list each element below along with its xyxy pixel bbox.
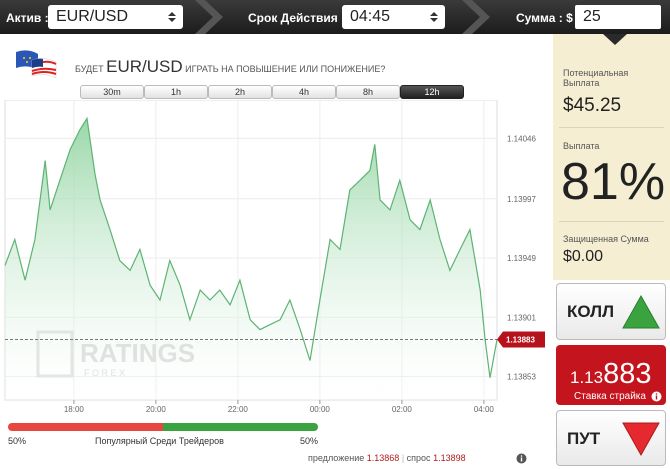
price-chart: 1.13853 1.13901 1.13949 1.13997 1.14046 18:00… bbox=[4, 100, 545, 414]
price-line bbox=[4, 116, 498, 378]
popularity-bar bbox=[8, 423, 318, 431]
y-tick-label: 1.13901 bbox=[507, 313, 536, 322]
amount-label: Сумма : $ bbox=[516, 11, 573, 25]
header-prefix: БУДЕТ bbox=[75, 64, 104, 74]
asset-label: Актив : bbox=[6, 11, 49, 25]
x-tick-label: 00:00 bbox=[310, 405, 331, 414]
payout-value: 81% bbox=[561, 153, 666, 211]
header: БУДЕТ EUR/USD ИГРАТЬ НА ПОВЫШЕНИЕ ИЛИ ПО… bbox=[75, 57, 385, 77]
popularity-left: 50% bbox=[8, 436, 27, 446]
ask-label: спрос bbox=[406, 453, 431, 463]
amount-value: 25 bbox=[583, 8, 601, 25]
current-price-tag bbox=[497, 331, 545, 348]
protected-label: Защищенная Сумма bbox=[563, 234, 649, 244]
strike-label: Ставка страйка bbox=[574, 391, 646, 402]
select-arrows bbox=[430, 12, 438, 22]
call-button[interactable]: КОЛЛ bbox=[556, 283, 666, 340]
y-tick-label: 1.13997 bbox=[507, 195, 536, 204]
quote-separator: | bbox=[401, 453, 405, 463]
x-tick-label: 02:00 bbox=[392, 405, 413, 414]
divider bbox=[559, 221, 664, 222]
asset-select[interactable]: EUR/USD bbox=[48, 5, 183, 29]
ask-value: 1.13898 bbox=[433, 453, 466, 463]
separator bbox=[195, 0, 223, 34]
popularity-segment bbox=[163, 423, 318, 431]
x-tick-label: 22:00 bbox=[228, 405, 249, 414]
amount-input[interactable]: 25 bbox=[575, 5, 661, 29]
timeframe-button[interactable]: 1h bbox=[144, 85, 208, 99]
down-arrow bbox=[622, 422, 660, 457]
popularity-label: Популярный Среди Трейдеров bbox=[95, 436, 224, 446]
y-tick-label: 1.13949 bbox=[507, 254, 536, 263]
toolbar: Актив : EUR/USD Срок Действия : 04:45 Су… bbox=[0, 0, 670, 34]
timeframe-button[interactable]: 4h bbox=[272, 85, 336, 99]
flag-icon bbox=[16, 50, 57, 79]
strike-price: 1.13883 bbox=[570, 358, 651, 391]
payout-panel: Потенциальная Выплата $45.25 Выплата 81%… bbox=[553, 34, 670, 280]
protected-value: $0.00 bbox=[563, 248, 604, 265]
current-price-label: 1.13883 bbox=[506, 336, 535, 345]
up-arrow bbox=[622, 294, 660, 329]
quotes: предложение 1.13868 | спрос 1.13898 bbox=[308, 453, 466, 463]
popularity-segment bbox=[8, 423, 163, 431]
call-label: КОЛЛ bbox=[567, 302, 615, 321]
popularity-right: 50% bbox=[300, 436, 319, 446]
bid-value: 1.13868 bbox=[366, 453, 400, 463]
strike-prefix: 1.13 bbox=[570, 368, 604, 387]
payout-label: Выплата bbox=[563, 141, 600, 151]
timeframe-button[interactable]: 12h bbox=[400, 85, 464, 99]
timeframe-button[interactable]: 2h bbox=[208, 85, 272, 99]
select-arrows bbox=[168, 12, 176, 22]
asset-value: EUR/USD bbox=[56, 8, 129, 25]
separator bbox=[462, 0, 490, 34]
pointer bbox=[603, 34, 627, 45]
strike-box: 1.13883 Ставка страйка bbox=[556, 345, 666, 405]
timeframe-button[interactable]: 8h bbox=[336, 85, 400, 99]
expiry-label: Срок Действия : bbox=[248, 11, 346, 25]
x-tick-label: 04:00 bbox=[474, 405, 495, 414]
bid-label: предложение bbox=[308, 453, 365, 463]
header-question: ИГРАТЬ НА ПОВЫШЕНИЕ ИЛИ ПОНИЖЕНИЕ? bbox=[185, 64, 386, 74]
header-asset: EUR/USD bbox=[106, 57, 183, 76]
y-tick-label: 1.13853 bbox=[507, 373, 536, 382]
expiry-value: 04:45 bbox=[350, 8, 391, 25]
info-icon[interactable] bbox=[516, 453, 527, 464]
x-tick-label: 18:00 bbox=[64, 405, 85, 414]
put-label: ПУТ bbox=[567, 429, 601, 448]
x-tick-label: 20:00 bbox=[146, 405, 167, 414]
info-icon[interactable] bbox=[651, 391, 662, 402]
timeframe-button[interactable]: 30m bbox=[80, 85, 144, 99]
divider bbox=[559, 127, 664, 128]
y-tick-label: 1.14046 bbox=[507, 134, 536, 143]
expiry-select[interactable]: 04:45 bbox=[342, 5, 445, 29]
strike-digits: 883 bbox=[603, 358, 652, 390]
potential-value: $45.25 bbox=[563, 95, 622, 116]
price-area bbox=[5, 118, 497, 400]
potential-label: Потенциальная Выплата bbox=[563, 68, 629, 88]
put-button[interactable]: ПУТ bbox=[556, 410, 666, 466]
